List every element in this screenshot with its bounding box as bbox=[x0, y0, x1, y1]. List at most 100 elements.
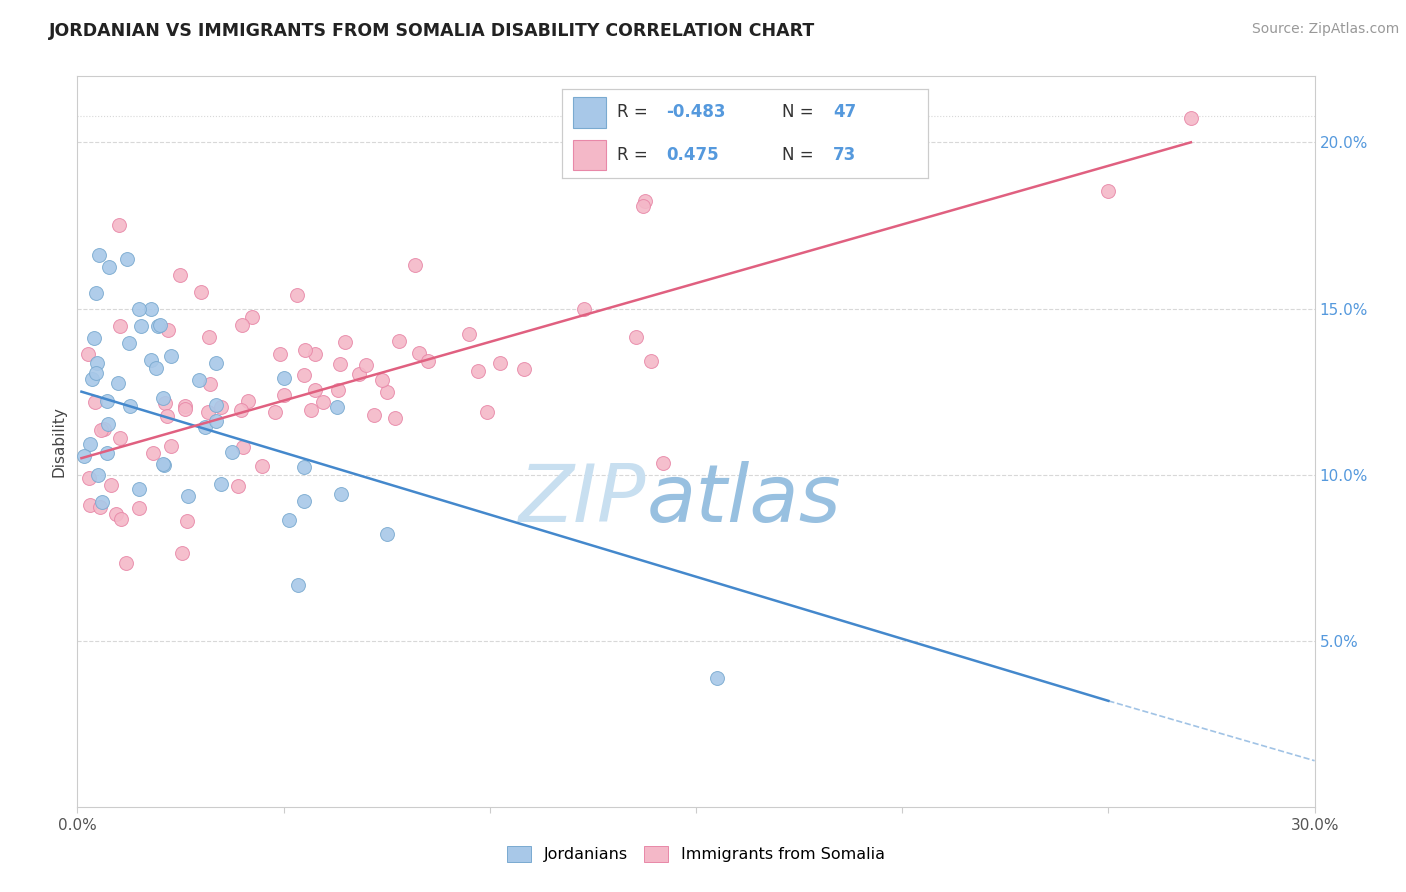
Text: JORDANIAN VS IMMIGRANTS FROM SOMALIA DISABILITY CORRELATION CHART: JORDANIAN VS IMMIGRANTS FROM SOMALIA DIS… bbox=[49, 22, 815, 40]
Point bbox=[79, 498, 101, 512]
Point bbox=[160, 349, 183, 363]
Point bbox=[304, 347, 326, 361]
Point bbox=[188, 373, 211, 387]
Text: 47: 47 bbox=[832, 103, 856, 121]
Point bbox=[285, 288, 308, 302]
Point bbox=[80, 372, 103, 386]
Point bbox=[194, 420, 217, 434]
FancyBboxPatch shape bbox=[574, 140, 606, 170]
Point bbox=[118, 399, 141, 413]
Point bbox=[375, 527, 398, 541]
Point bbox=[145, 360, 167, 375]
Point bbox=[221, 445, 243, 459]
Point bbox=[347, 367, 370, 381]
Point bbox=[118, 336, 141, 351]
Point bbox=[141, 301, 163, 316]
Point bbox=[232, 440, 254, 454]
Point bbox=[93, 422, 115, 436]
Point bbox=[624, 330, 647, 344]
Point bbox=[706, 672, 728, 686]
Point bbox=[273, 387, 295, 401]
Point bbox=[141, 353, 163, 368]
Point bbox=[205, 398, 228, 412]
Point bbox=[128, 483, 150, 497]
Point bbox=[273, 371, 295, 385]
Point bbox=[173, 399, 195, 413]
Point bbox=[169, 268, 191, 283]
Point bbox=[128, 501, 150, 516]
Point bbox=[631, 199, 654, 213]
Point bbox=[90, 495, 112, 509]
Point bbox=[467, 364, 489, 378]
Text: R =: R = bbox=[617, 146, 648, 164]
Text: R =: R = bbox=[617, 103, 648, 121]
Point bbox=[329, 487, 352, 501]
Point bbox=[264, 405, 287, 419]
Point bbox=[651, 456, 673, 470]
Point bbox=[83, 331, 105, 345]
Point bbox=[226, 478, 249, 492]
Point bbox=[240, 310, 263, 325]
Point bbox=[572, 301, 595, 316]
Point bbox=[84, 395, 107, 409]
Point bbox=[326, 383, 349, 397]
Point bbox=[142, 445, 165, 459]
Point bbox=[238, 394, 260, 409]
Point bbox=[89, 248, 111, 262]
Point bbox=[155, 396, 177, 410]
Point bbox=[292, 493, 315, 508]
Point bbox=[209, 400, 232, 414]
Point bbox=[108, 319, 131, 334]
Point bbox=[152, 392, 174, 406]
Point bbox=[1180, 111, 1202, 125]
Point bbox=[173, 402, 195, 417]
Text: 73: 73 bbox=[832, 146, 856, 164]
Point bbox=[299, 403, 322, 417]
Point bbox=[269, 347, 291, 361]
Point bbox=[149, 318, 172, 333]
Point bbox=[156, 409, 179, 423]
Point bbox=[375, 384, 398, 399]
Point bbox=[388, 334, 411, 348]
Point bbox=[408, 345, 430, 359]
Point bbox=[100, 478, 122, 492]
Point bbox=[205, 414, 228, 428]
Point bbox=[115, 252, 138, 266]
Point bbox=[152, 457, 174, 471]
Y-axis label: Disability: Disability bbox=[51, 406, 66, 477]
Point bbox=[1097, 184, 1119, 198]
Point bbox=[79, 436, 101, 450]
Point bbox=[325, 400, 347, 414]
Point bbox=[252, 458, 274, 473]
Point bbox=[277, 513, 299, 527]
Point bbox=[231, 403, 253, 417]
FancyBboxPatch shape bbox=[574, 97, 606, 128]
Point bbox=[177, 490, 200, 504]
Point bbox=[404, 258, 426, 272]
Point bbox=[153, 458, 176, 473]
Text: N =: N = bbox=[782, 103, 813, 121]
Point bbox=[104, 507, 127, 521]
Point bbox=[176, 514, 198, 528]
Point bbox=[77, 471, 100, 485]
Point bbox=[204, 356, 226, 370]
Point bbox=[292, 368, 315, 382]
Point bbox=[294, 343, 316, 357]
Point bbox=[97, 417, 120, 432]
Point bbox=[354, 358, 377, 372]
Point bbox=[190, 285, 212, 299]
Point bbox=[110, 512, 132, 526]
Point bbox=[97, 260, 120, 274]
Point bbox=[292, 459, 315, 474]
Point bbox=[87, 468, 110, 483]
Point bbox=[107, 219, 129, 233]
Point bbox=[73, 449, 96, 463]
Text: Source: ZipAtlas.com: Source: ZipAtlas.com bbox=[1251, 22, 1399, 37]
Point bbox=[157, 323, 180, 337]
Point bbox=[335, 334, 357, 349]
Point bbox=[115, 556, 138, 570]
Point bbox=[86, 356, 108, 370]
Point bbox=[634, 194, 657, 208]
Point bbox=[475, 405, 498, 419]
Point bbox=[384, 410, 406, 425]
